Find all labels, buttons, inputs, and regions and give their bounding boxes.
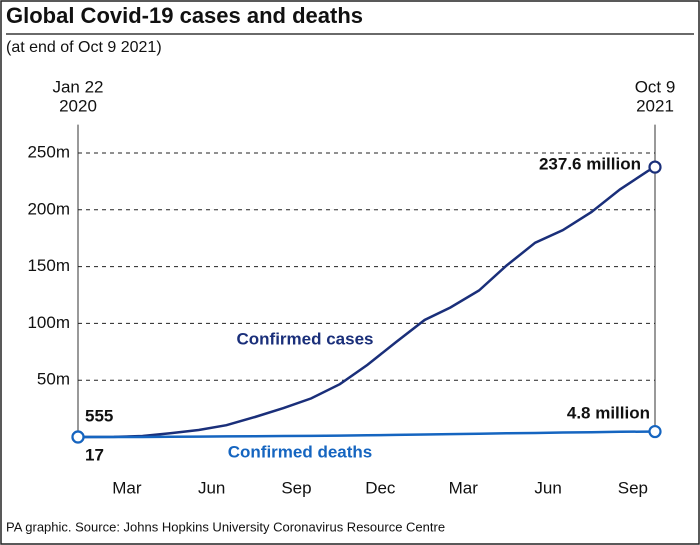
y-tick-label: 250m xyxy=(27,142,70,161)
x-tick-label: Mar xyxy=(449,478,479,497)
x-tick-label: Jun xyxy=(198,478,225,497)
x-tick-label: Sep xyxy=(618,478,648,497)
x-tick-label: Mar xyxy=(112,478,142,497)
series-label: Confirmed deaths xyxy=(228,442,373,461)
y-tick-label: 150m xyxy=(27,256,70,275)
series-line xyxy=(78,430,656,439)
x-tick-label: Dec xyxy=(365,478,396,497)
data-label: 237.6 million xyxy=(539,154,641,173)
y-tick-label: 50m xyxy=(37,370,70,389)
end-marker xyxy=(71,430,85,444)
x-tick-label: Sep xyxy=(281,478,311,497)
start-label: 2020 xyxy=(59,96,97,115)
y-tick-label: 100m xyxy=(27,313,70,332)
end-marker xyxy=(648,424,662,439)
end-marker xyxy=(648,160,662,174)
series-label: Confirmed cases xyxy=(237,329,374,348)
x-tick-label: Jun xyxy=(534,478,561,497)
series-line xyxy=(77,166,656,439)
data-label: 17 xyxy=(85,445,104,464)
data-label: 4.8 million xyxy=(567,403,650,422)
source: PA graphic. Source: Johns Hopkins Univer… xyxy=(6,519,445,534)
end-label: Oct 9 xyxy=(635,77,676,96)
end-label: 2021 xyxy=(636,96,674,115)
y-tick-label: 200m xyxy=(27,199,70,218)
start-label: Jan 22 xyxy=(52,77,103,96)
subtitle: (at end of Oct 9 2021) xyxy=(6,39,162,56)
data-label: 555 xyxy=(85,406,113,425)
chart-title: Global Covid-19 cases and deaths xyxy=(6,3,363,28)
